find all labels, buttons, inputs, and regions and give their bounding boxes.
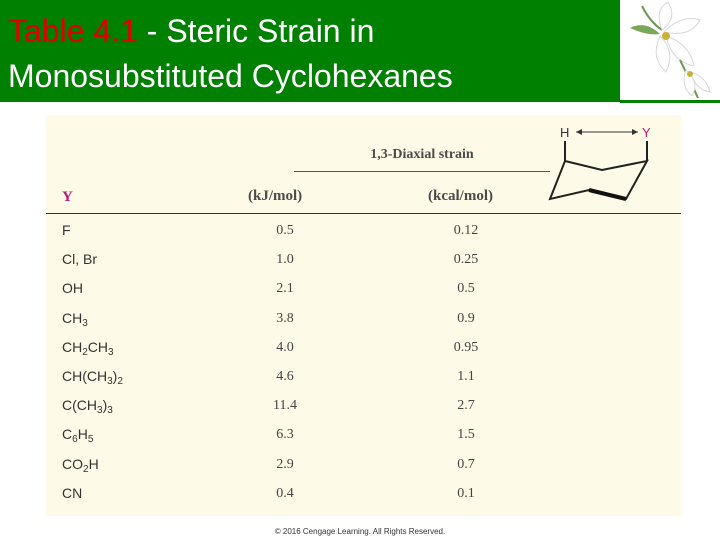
kcal-cell: 0.7 — [457, 456, 475, 472]
kj-cell: 0.5 — [276, 223, 294, 238]
substituent-text: CN — [62, 484, 83, 501]
substituent-text: ) — [112, 367, 118, 384]
kcal-cell: 2.7 — [457, 398, 475, 414]
kj-cell: 6.3 — [276, 427, 294, 443]
subscript: 5 — [87, 434, 94, 446]
substituent-text: OH — [62, 280, 83, 297]
kj-cell: 11.4 — [273, 398, 297, 414]
table-row: C6H5 6.3 1.5 — [46, 420, 681, 449]
subscript: 3 — [108, 346, 114, 358]
substituent-cell: CH3 — [62, 310, 88, 329]
kcal-cell: 0.1 — [457, 485, 475, 501]
substituent-text: H — [77, 426, 88, 443]
subscript: 3 — [97, 405, 103, 417]
title-highlight: Table 4.1 — [8, 13, 138, 49]
title-underline — [620, 100, 720, 103]
kcal-cell: 0.9 — [457, 310, 475, 326]
kj-cell: 2.9 — [276, 456, 294, 472]
column-header-kcal: (kcal/mol) — [428, 188, 493, 204]
table-row: F 0.5 0.12 — [46, 216, 681, 245]
kj-cell: 4.6 — [276, 368, 294, 384]
title-line1-rest: - Steric Strain in — [137, 13, 375, 49]
header-rule — [46, 213, 681, 214]
substituent-cell: OH — [62, 280, 83, 296]
subscript: 2 — [117, 375, 123, 387]
substituent-text: C(CH — [62, 397, 97, 414]
slide-title: Table 4.1 - Steric Strain in Monosubstit… — [8, 9, 453, 99]
table-row: CH2CH3 4.0 0.95 — [46, 333, 681, 362]
table-body: F 0.5 0.12 Cl, Br 1.0 0.25 OH 2.1 0.5 CH… — [46, 216, 681, 508]
kcal-cell: 0.95 — [453, 339, 479, 355]
substituent-cell: C(CH3)3 — [62, 397, 113, 416]
table-row: CN 0.4 0.1 — [46, 479, 681, 508]
substituent-text: H — [88, 455, 99, 472]
kcal-cell: 1.5 — [457, 427, 475, 443]
subscript: 2 — [83, 463, 89, 475]
kj-cell: 1.0 — [276, 252, 294, 268]
title-bar: Table 4.1 - Steric Strain in Monosubstit… — [0, 0, 620, 102]
substituent-text: CH(CH — [62, 367, 108, 384]
substituent-text: CH — [87, 338, 109, 355]
substituent-text: CO — [62, 455, 83, 472]
kcal-cell: 0.25 — [453, 252, 479, 268]
table-row: OH 2.1 0.5 — [46, 274, 681, 303]
subscript: 3 — [82, 317, 88, 329]
snowdrop-flower-image — [630, 1, 711, 99]
column-header-y: Y — [62, 189, 73, 205]
substituent-cell: CN — [62, 485, 82, 501]
kcal-cell: 1.1 — [457, 368, 475, 384]
substituent-cell: CH(CH3)2 — [62, 368, 123, 387]
table-row: Cl, Br 1.0 0.25 — [46, 245, 681, 274]
table-row: CO2H 2.9 0.7 — [46, 450, 681, 479]
kj-cell: 0.4 — [276, 485, 294, 501]
diagram-label-y: Y — [642, 125, 651, 140]
subscript: 3 — [107, 405, 113, 417]
chair-conformation-diagram: H Y — [548, 125, 651, 201]
substituent-text: CH — [62, 309, 83, 326]
substituent-cell: C6H5 — [62, 426, 93, 445]
table-panel: H Y 1,3-Diaxial strain Y (kJ/mol) (kcal/… — [46, 115, 681, 516]
subscript: 6 — [72, 434, 78, 446]
kcal-cell: 0.5 — [457, 281, 475, 297]
kj-cell: 2.1 — [276, 281, 294, 297]
substituent-text: CH — [62, 338, 83, 355]
substituent-text: ) — [102, 397, 108, 414]
column-header-kj: (kJ/mol) — [248, 188, 303, 204]
copyright-notice: © 2016 Cengage Learning. All Rights Rese… — [274, 527, 446, 536]
substituent-cell: CH2CH3 — [62, 339, 114, 358]
group-header-rule — [294, 171, 550, 172]
title-line2: Monosubstituted Cyclohexanes — [8, 58, 453, 94]
table-row: CH(CH3)2 4.6 1.1 — [46, 362, 681, 391]
subscript: 3 — [107, 375, 113, 387]
table-row: CH3 3.8 0.9 — [46, 304, 681, 333]
substituent-cell: Cl, Br — [62, 251, 97, 267]
substituent-text: C — [62, 426, 73, 443]
kcal-cell: 0.12 — [453, 223, 479, 238]
group-header: 1,3-Diaxial strain — [370, 147, 474, 162]
substituent-cell: CO2H — [62, 456, 99, 475]
substituent-cell: F — [62, 222, 71, 238]
table-row: C(CH3)3 11.4 2.7 — [46, 391, 681, 420]
kj-cell: 4.0 — [276, 339, 294, 355]
diagram-label-h: H — [560, 125, 569, 140]
subscript: 2 — [82, 346, 88, 358]
substituent-text: F — [62, 222, 71, 238]
kj-cell: 3.8 — [276, 310, 294, 326]
substituent-text: Cl, Br — [62, 251, 97, 268]
